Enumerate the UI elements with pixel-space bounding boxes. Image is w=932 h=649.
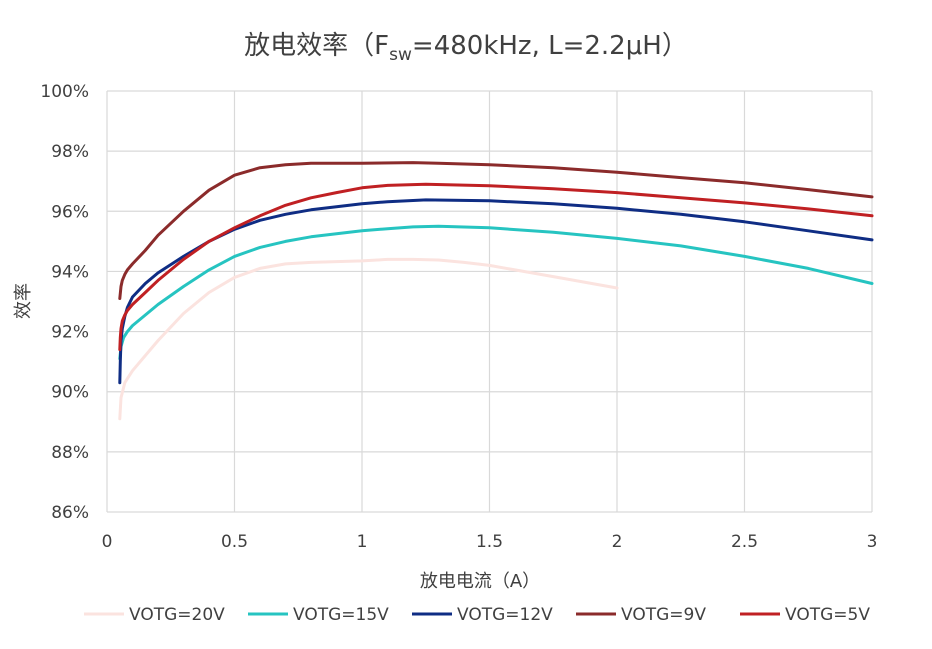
- y-tick-label: 98%: [51, 142, 89, 162]
- series-line-votg-15v: [118, 224, 874, 361]
- y-tick-label: 90%: [51, 383, 89, 403]
- legend-item: VOTG=5V: [740, 605, 870, 625]
- y-tick-label: 92%: [51, 323, 89, 343]
- legend-label: VOTG=15V: [293, 605, 389, 625]
- legend-label: VOTG=5V: [785, 605, 870, 625]
- y-tick-label: 96%: [51, 202, 89, 222]
- chart-title-suffix: =480kHz, L=2.2μH）: [412, 31, 688, 61]
- x-axis-ticks: 0 0.5 1 1.5 2 2.5 3: [102, 532, 878, 552]
- gridlines: [106, 90, 873, 513]
- x-tick-label: 1: [357, 532, 368, 552]
- y-tick-label: 94%: [51, 262, 89, 282]
- y-tick-label: 88%: [51, 443, 89, 463]
- chart-title-prefix: 放电效率（F: [244, 31, 389, 61]
- x-tick-label: 3: [867, 532, 878, 552]
- legend-label: VOTG=12V: [457, 605, 553, 625]
- y-axis-ticks: 86% 88% 90% 92% 94% 96% 98% 100%: [40, 82, 89, 523]
- x-tick-label: 0.5: [221, 532, 248, 552]
- series-line-votg-9v: [118, 161, 874, 300]
- series-lines: [118, 161, 874, 421]
- x-axis-title: 放电电流（A）: [420, 571, 540, 592]
- chart-title: 放电效率（Fsw=480kHz, L=2.2μH）: [244, 31, 688, 65]
- x-tick-label: 1.5: [476, 532, 503, 552]
- series-line-votg-20v: [118, 257, 619, 421]
- y-tick-label: 86%: [51, 503, 89, 523]
- legend-label: VOTG=9V: [621, 605, 706, 625]
- legend-item: VOTG=15V: [248, 605, 389, 625]
- series-line-votg-5v: [118, 182, 874, 352]
- legend-item: VOTG=20V: [84, 605, 225, 625]
- x-tick-label: 2: [612, 532, 623, 552]
- legend-item: VOTG=12V: [412, 605, 553, 625]
- legend-item: VOTG=9V: [576, 605, 706, 625]
- chart-title-subscript: sw: [389, 45, 412, 65]
- y-tick-label: 100%: [40, 82, 89, 102]
- legend: VOTG=20V VOTG=15V VOTG=12V VOTG=9V VOTG=5V: [84, 605, 870, 625]
- x-tick-label: 0: [102, 532, 113, 552]
- y-axis-title: 效率: [13, 283, 34, 319]
- legend-label: VOTG=20V: [129, 605, 225, 625]
- x-tick-label: 2.5: [731, 532, 758, 552]
